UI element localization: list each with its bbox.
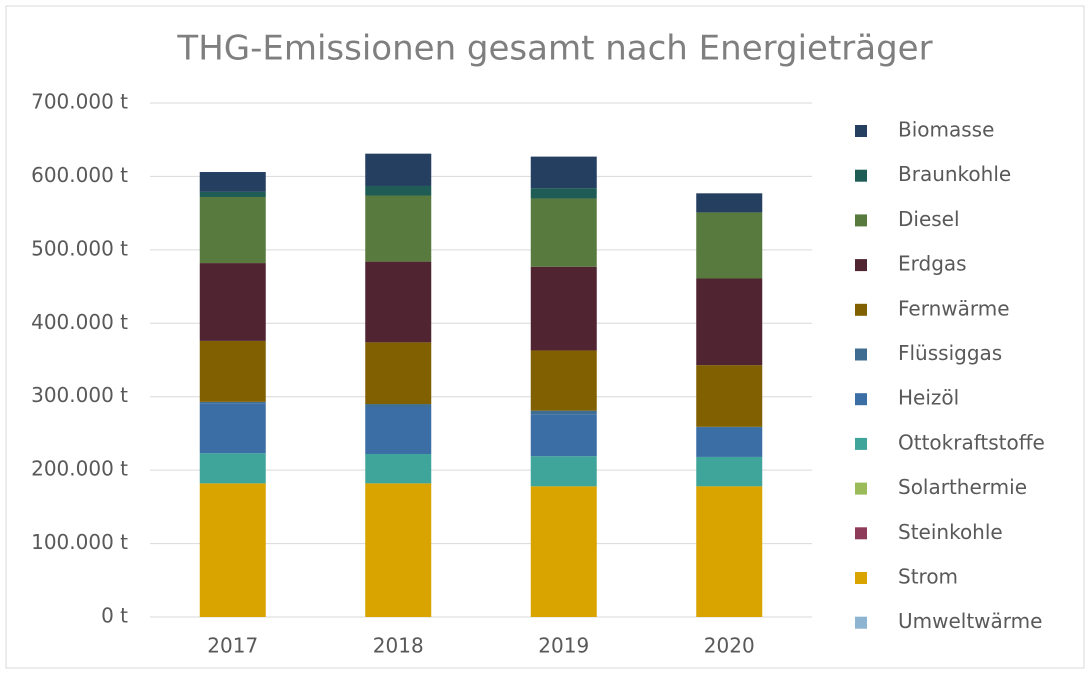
legend-label: Diesel [898,207,960,231]
bar-segment [530,456,597,487]
bar-segment [696,427,763,457]
bar-segment [365,185,432,196]
x-tick-label: 2017 [207,634,258,658]
bar-segment [696,193,763,213]
legend-swatch [855,125,867,137]
bar-segment [365,195,432,262]
bar-segment [530,414,597,457]
legend-label: Braunkohle [898,162,1011,186]
bar-segment [530,198,597,267]
legend-swatch [855,348,867,361]
legend-label: Biomasse [898,118,994,142]
legend-swatch [855,303,867,316]
legend-label: Heizöl [898,386,959,410]
bar-segment [530,188,597,199]
legend-label: Flüssiggas [898,341,1002,365]
bar-segment [199,172,266,192]
bar-segment [365,406,432,454]
bar-segment [696,212,763,279]
y-tick-label: 300.000 t [31,383,128,407]
bar-segment [199,340,266,402]
bar-segment [199,403,266,454]
chart-title: THG-Emissionen gesamt nach Energieträger [176,29,932,69]
y-tick-label: 700.000 t [31,90,128,114]
legend-swatch [855,259,867,272]
legend-swatch [855,393,867,406]
legend-swatch [855,482,867,495]
bar-segment [199,401,266,404]
bar-segment [530,350,597,411]
x-tick-label: 2020 [704,634,755,658]
bar-segment [696,426,763,428]
legend-swatch [855,527,867,540]
bar-segment [365,342,432,405]
legend-swatch [855,572,867,584]
bar-segment [199,263,266,341]
legend-swatch [855,214,867,227]
bar-segment [365,483,432,617]
y-tick-label: 500.000 t [31,236,128,260]
legend-label: Umweltwärme [898,609,1042,633]
legend-label: Steinkohle [898,520,1003,544]
bar-segment [199,196,266,264]
legend-swatch [855,616,867,629]
bar-segment [530,486,597,617]
y-tick-label: 600.000 t [31,163,128,187]
bar-segment [199,453,266,484]
y-tick-label: 0 t [101,604,128,628]
bar-segment [530,156,597,189]
x-tick-label: 2018 [373,634,424,658]
bar-segment [365,153,432,186]
bar-segment [199,191,266,197]
legend-swatch [855,169,867,182]
legend-label: Solarthermie [898,475,1027,499]
y-tick-label: 400.000 t [31,310,128,334]
bar-segment [530,266,597,351]
bar-segment [365,261,432,343]
bar-segment [199,483,266,617]
legend-label: Fernwärme [898,296,1010,320]
bar-segment [696,278,763,366]
legend-label: Ottokraftstoffe [898,430,1045,454]
bar-segment [696,365,763,427]
legend-label: Strom [898,565,958,589]
bar-segment [365,453,432,484]
y-tick-label: 200.000 t [31,457,128,481]
x-tick-label: 2019 [538,634,589,658]
legend-label: Erdgas [898,252,967,276]
bar-segment [365,404,432,407]
bar-segment [530,410,597,415]
bar-segment [696,456,763,487]
bar-segment [696,486,763,617]
legend-swatch [855,437,867,450]
y-tick-label: 100.000 t [31,530,128,554]
